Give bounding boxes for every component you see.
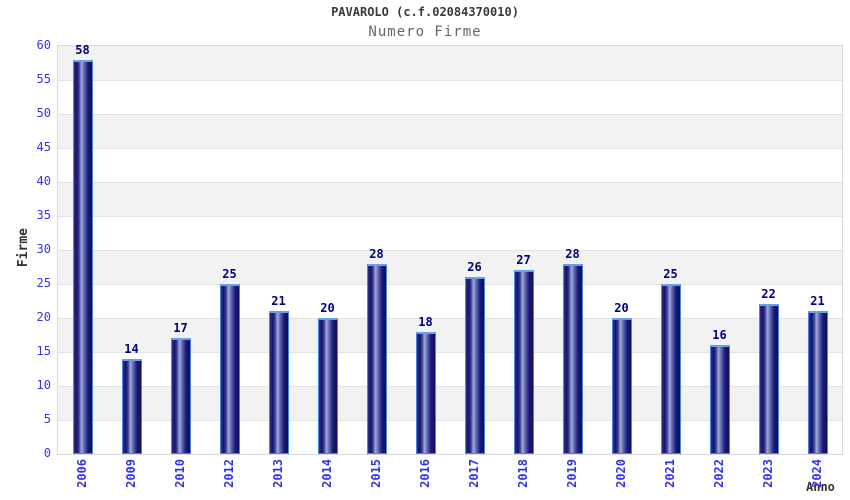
- x-tick-label: 2019: [564, 459, 579, 488]
- bar: [660, 284, 681, 454]
- grid-band: [58, 182, 842, 216]
- plot-area: 58 14 17 25 21 20 28 18 26 27 28 20 25 16 22 21: [57, 42, 843, 455]
- gridline: [58, 284, 842, 285]
- bar: [611, 318, 632, 454]
- bar-value-label: 58: [75, 42, 90, 57]
- bar-value-label: 18: [418, 314, 433, 329]
- y-tick-label: 30: [36, 242, 51, 256]
- y-tick-label: 40: [36, 174, 51, 188]
- bar: [415, 331, 436, 454]
- x-tick-label: 2023: [760, 459, 775, 488]
- x-tick-label: 2017: [466, 459, 481, 488]
- bar-value-label: 14: [124, 341, 139, 356]
- bar-value-label: 21: [810, 294, 825, 309]
- x-tick-label: 2010: [172, 459, 187, 488]
- bar: [170, 338, 191, 454]
- x-tick-label: 2012: [221, 459, 236, 488]
- bar: [513, 270, 534, 454]
- x-tick-label: 2014: [319, 459, 334, 488]
- x-tick-label: 2009: [123, 459, 138, 488]
- y-tick-label: 25: [36, 276, 51, 290]
- bar: [366, 263, 387, 454]
- y-tick-label: 0: [43, 446, 51, 460]
- bar: [317, 318, 338, 454]
- bar-value-label: 25: [663, 267, 678, 281]
- y-tick-label: 15: [36, 344, 51, 358]
- bar-value-label: 17: [173, 321, 188, 336]
- gridline: [58, 182, 842, 183]
- bar-value-label: 25: [222, 267, 237, 281]
- bar: [709, 345, 730, 454]
- x-axis-title: Anno: [806, 480, 835, 494]
- bar-value-label: 20: [320, 301, 335, 315]
- y-tick-label: 55: [36, 72, 51, 86]
- bar: [758, 304, 779, 454]
- grid-band: [58, 250, 842, 284]
- y-tick-label: 35: [36, 208, 51, 222]
- gridline: [58, 80, 842, 81]
- bar: [72, 59, 93, 454]
- gridline: [58, 216, 842, 217]
- grid-band: [58, 80, 842, 114]
- y-axis-tick-labels: 0 5 10 15 20 25 30 35 40 45 50 55 60: [0, 38, 51, 460]
- x-tick-label: 2006: [74, 459, 89, 488]
- grid-band: [58, 114, 842, 148]
- chart-subtitle: Numero Firme: [368, 24, 482, 40]
- gridline: [58, 352, 842, 353]
- bar-value-label: 16: [712, 328, 727, 343]
- bar-value-label: 26: [467, 260, 482, 275]
- gridline: [58, 250, 842, 251]
- gridline: [58, 148, 842, 149]
- bar-value-label: 27: [516, 253, 531, 268]
- y-tick-label: 20: [36, 310, 51, 324]
- bar-value-label: 28: [565, 246, 580, 261]
- bar-value-label: 28: [369, 246, 384, 261]
- x-tick-label: 2015: [368, 459, 383, 488]
- x-tick-label: 2021: [662, 459, 677, 488]
- y-tick-label: 60: [36, 38, 51, 52]
- gridline: [58, 114, 842, 115]
- grid-band: [58, 148, 842, 182]
- gridline: [58, 318, 842, 319]
- bar: [562, 263, 583, 454]
- y-tick-label: 45: [36, 140, 51, 154]
- x-tick-label: 2022: [711, 459, 726, 488]
- x-tick-label: 2020: [613, 459, 628, 488]
- y-tick-label: 10: [36, 378, 51, 392]
- bar: [268, 311, 289, 454]
- y-tick-label: 5: [43, 412, 51, 426]
- chart-title: PAVAROLO (c.f.02084370010): [331, 5, 519, 19]
- x-tick-label: 2018: [515, 459, 530, 488]
- bar-value-label: 21: [271, 294, 286, 309]
- x-tick-label: 2016: [417, 459, 432, 488]
- bar: [807, 311, 828, 454]
- x-tick-label: 2013: [270, 459, 285, 488]
- y-tick-label: 50: [36, 106, 51, 120]
- grid-band: [58, 46, 842, 80]
- bar-value-label: 22: [761, 287, 776, 302]
- bar: [464, 277, 485, 454]
- x-tick-label: 2024: [809, 459, 824, 488]
- bar-value-label: 20: [614, 301, 629, 315]
- bar: [121, 358, 142, 454]
- gridline: [58, 386, 842, 387]
- bar: [219, 284, 240, 454]
- grid-band: [58, 216, 842, 250]
- grid-band: [58, 284, 842, 318]
- x-axis-tick-labels: 2006 2009 2010 2012 2013 2014 2015 2016 2017 2018…: [57, 459, 843, 500]
- gridline: [58, 420, 842, 421]
